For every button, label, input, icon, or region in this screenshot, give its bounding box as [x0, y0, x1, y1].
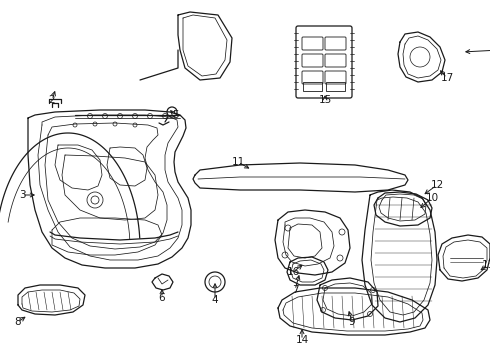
Text: 6: 6 [159, 293, 165, 303]
Bar [326, 82, 345, 91]
Text: 3: 3 [19, 190, 25, 200]
Text: 10: 10 [425, 193, 439, 203]
Text: 2: 2 [49, 95, 55, 105]
Text: 13: 13 [481, 260, 490, 270]
Text: 12: 12 [430, 180, 443, 190]
Text: 7: 7 [292, 285, 298, 295]
Text: 9: 9 [349, 317, 355, 327]
Text: 11: 11 [231, 157, 245, 167]
Text: 14: 14 [295, 335, 309, 345]
Text: 8: 8 [15, 317, 21, 327]
Bar [303, 82, 322, 91]
Text: 17: 17 [441, 73, 454, 83]
Text: 5: 5 [172, 110, 178, 120]
Text: 15: 15 [318, 95, 332, 105]
Text: 16: 16 [286, 267, 299, 277]
Text: 4: 4 [212, 295, 219, 305]
